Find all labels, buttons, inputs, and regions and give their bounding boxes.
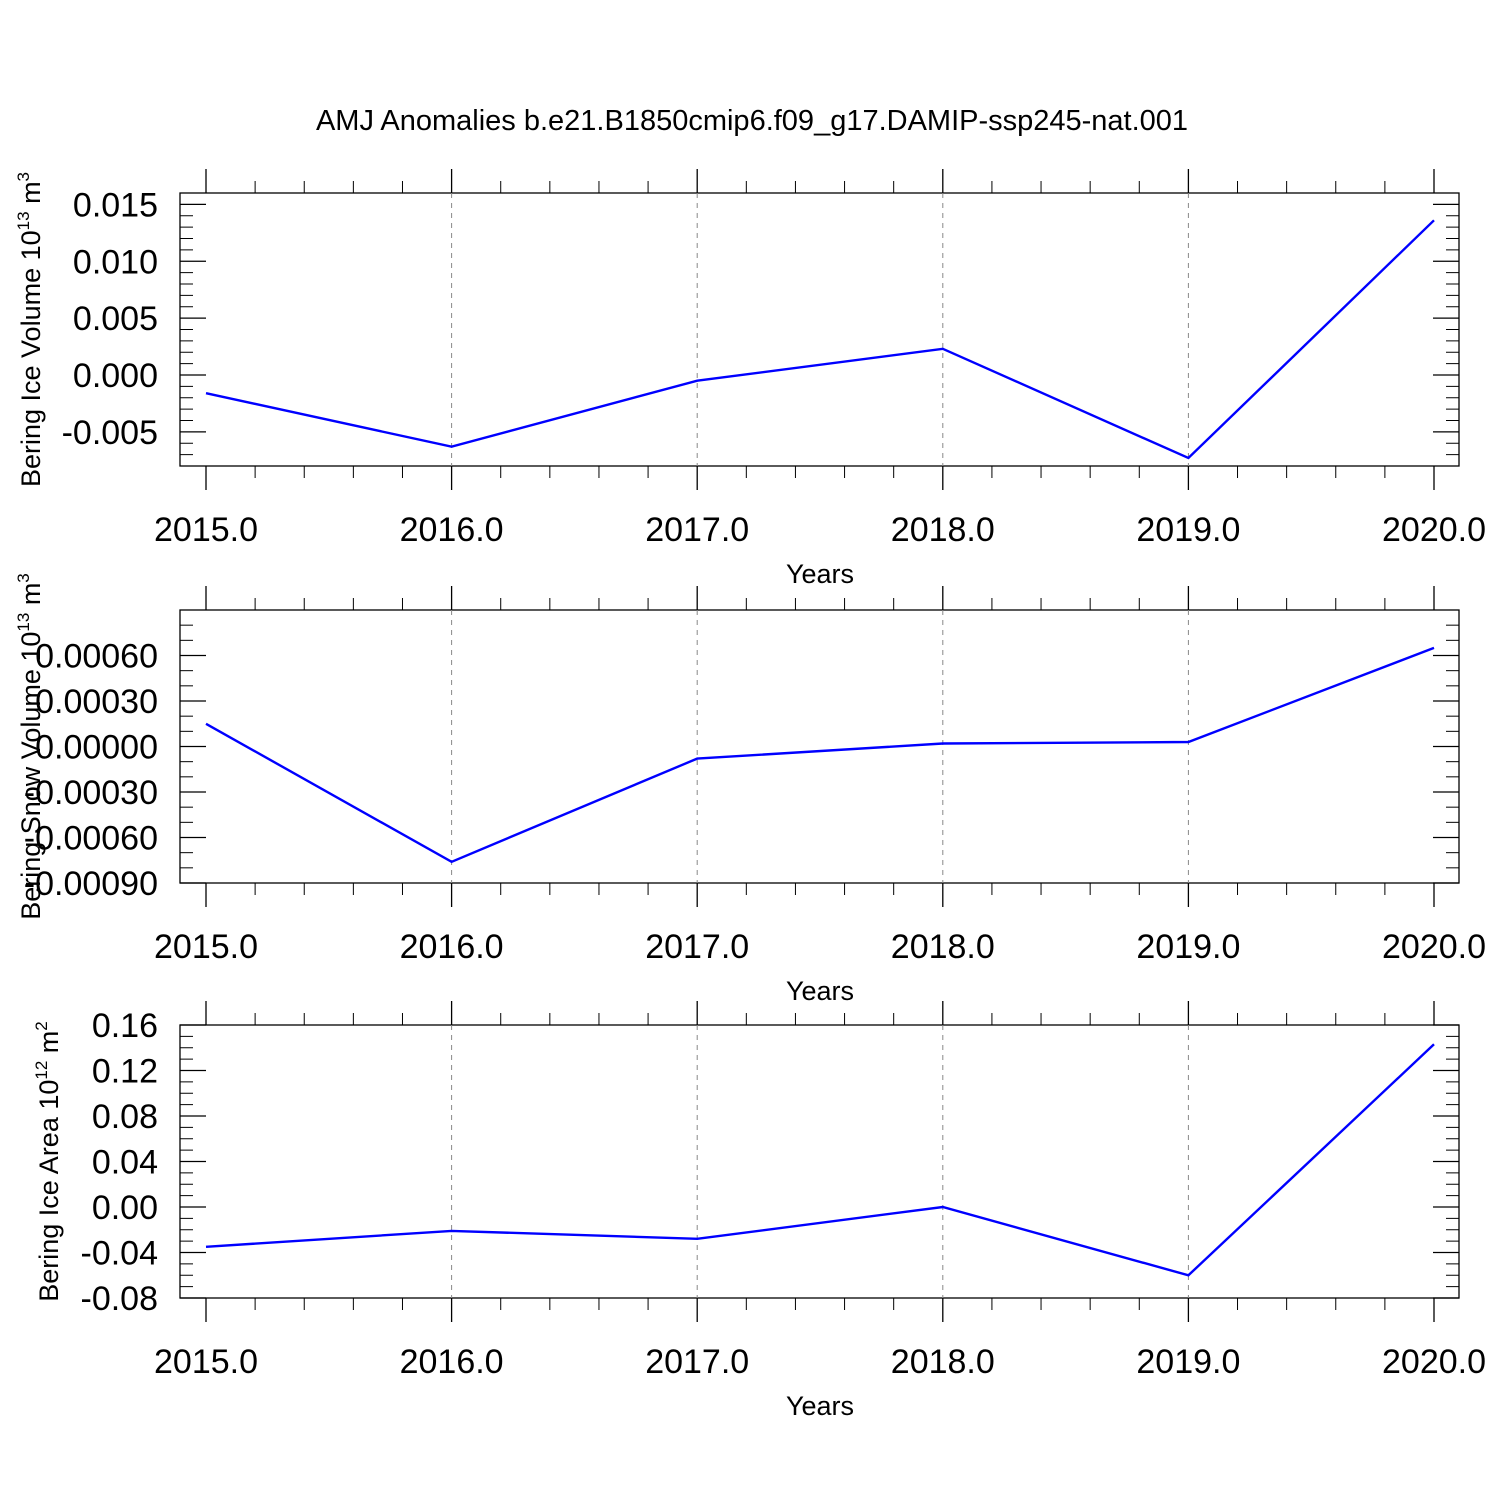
x-tick-label: 2015.0 [154, 1343, 258, 1381]
y-tick-label: 0.010 [73, 243, 158, 281]
y-tick-label: -0.08 [81, 1280, 159, 1318]
y-tick-label: -0.00060 [24, 820, 158, 858]
x-tick-label: 2020.0 [1382, 928, 1486, 966]
chart-panel-2: 2015.0 2016.0 2017.0 2018.0 2019.0 2020.0 -0.0… [14, 573, 1486, 1006]
y-tick-label: 0.00060 [35, 638, 158, 676]
y-tick-label: -0.00090 [24, 865, 158, 903]
series-line [205, 219, 1435, 460]
x-tick-label: 2019.0 [1136, 511, 1240, 549]
x-tick-label: 2017.0 [645, 1343, 749, 1381]
x-axis-title: Years [786, 1391, 854, 1421]
x-tick-label: 2015.0 [154, 511, 258, 549]
y-tick-label: 0.000 [73, 357, 158, 395]
x-tick-label: 2016.0 [400, 1343, 504, 1381]
x-tick-label: 2016.0 [400, 511, 504, 549]
y-tick-label: 0.015 [73, 186, 158, 224]
y-axis-title: Bering Ice Area 1012 m2 [32, 1021, 64, 1302]
y-tick-label: 0.005 [73, 300, 158, 338]
y-tick-label: 0.08 [92, 1098, 158, 1136]
y-tick-label: 0.00030 [35, 683, 158, 721]
x-tick-label: 2017.0 [645, 928, 749, 966]
x-axis-title: Years [786, 976, 854, 1006]
series-line [205, 646, 1435, 864]
y-tick-label: 0.04 [92, 1144, 158, 1182]
figure-title: AMJ Anomalies b.e21.B1850cmip6.f09_g17.D… [316, 105, 1188, 137]
y-tick-label: 0.12 [92, 1053, 158, 1091]
y-tick-label: 0.16 [92, 1007, 158, 1045]
y-tick-label: 0.00 [92, 1189, 158, 1227]
y-tick-label: -0.005 [62, 414, 158, 452]
x-tick-label: 2019.0 [1136, 928, 1240, 966]
series-line [205, 1043, 1435, 1277]
x-tick-label: 2020.0 [1382, 1343, 1486, 1381]
y-axis-title: Bering Ice Volume 1013 m3 [14, 172, 46, 487]
x-tick-label: 2017.0 [645, 511, 749, 549]
chart-panels: 2015.0 2016.0 2017.0 2018.0 2019.0 2020.0 -0.0… [14, 169, 1486, 1421]
x-tick-label: 2018.0 [891, 928, 995, 966]
x-tick-label: 2020.0 [1382, 511, 1486, 549]
y-axis-title: Bering Snow Volume 1013 m3 [14, 573, 46, 920]
chart-panel-1: 2015.0 2016.0 2017.0 2018.0 2019.0 2020.0 -0.0… [14, 169, 1486, 589]
chart-panel-3: 2015.0 2016.0 2017.0 2018.0 2019.0 2020.0 -0.0… [32, 1001, 1486, 1421]
x-tick-label: 2019.0 [1136, 1343, 1240, 1381]
x-tick-label: 2016.0 [400, 928, 504, 966]
y-tick-label: 0.00000 [35, 729, 158, 767]
y-tick-label: -0.04 [81, 1235, 159, 1273]
x-tick-label: 2015.0 [154, 928, 258, 966]
x-tick-label: 2018.0 [891, 511, 995, 549]
x-tick-label: 2018.0 [891, 1343, 995, 1381]
x-axis-title: Years [786, 559, 854, 589]
y-tick-label: -0.00030 [24, 774, 158, 812]
